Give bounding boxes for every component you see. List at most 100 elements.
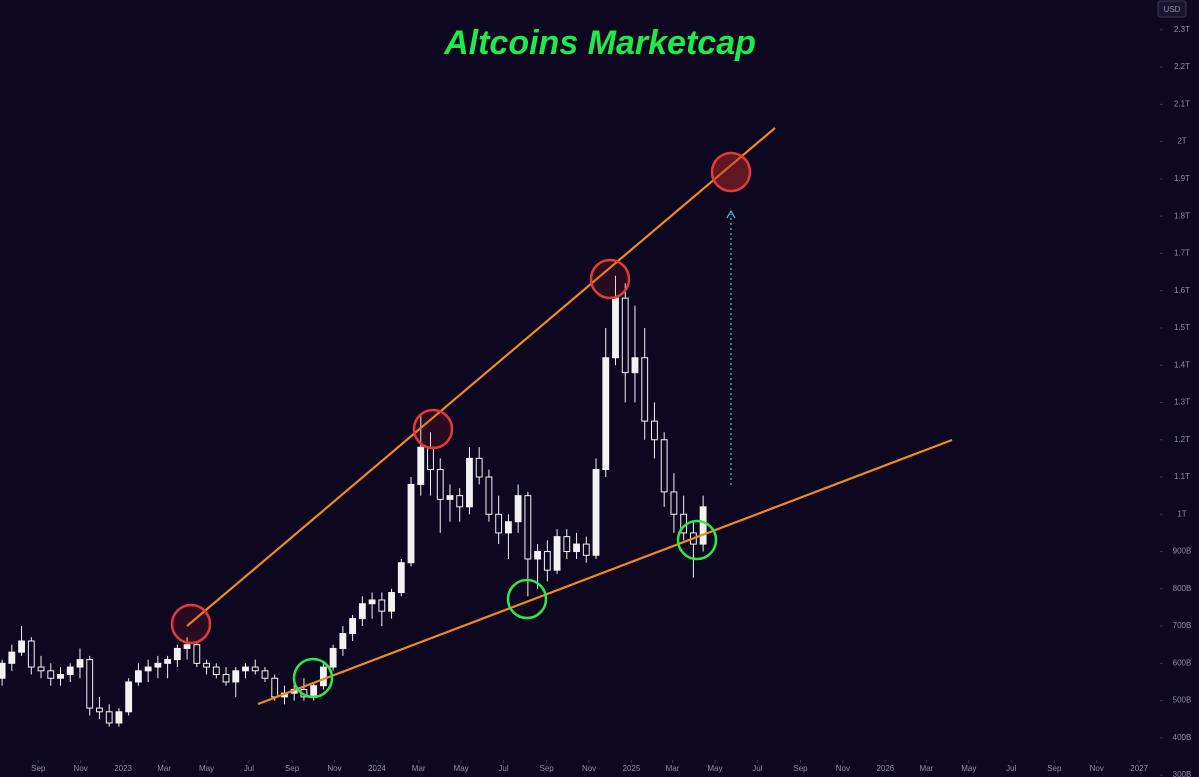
x-tick-label: May xyxy=(707,764,722,773)
candle-body xyxy=(47,670,55,679)
candle-body xyxy=(173,647,181,661)
y-tick-label: 2.3T xyxy=(1174,25,1190,34)
candle-body xyxy=(212,666,220,676)
x-tick-label: Jul xyxy=(1006,764,1016,773)
candle-body xyxy=(164,659,172,664)
x-tick-label: Jul xyxy=(498,764,508,773)
candle-body xyxy=(504,521,512,534)
candle-body xyxy=(57,674,64,679)
y-tick-label: 1.4T xyxy=(1174,360,1190,369)
support-touch xyxy=(292,657,334,699)
candle-body xyxy=(651,420,658,441)
candle-body xyxy=(436,469,444,500)
y-tick-label: 2.2T xyxy=(1174,62,1190,71)
candle-body xyxy=(612,297,619,359)
candle-body xyxy=(134,670,142,683)
x-tick-label: 2023 xyxy=(114,764,132,773)
candle-body xyxy=(193,644,201,664)
y-tick-label: 600B xyxy=(1173,658,1192,667)
x-tick-label: Sep xyxy=(285,764,300,773)
x-tick-label: Nov xyxy=(582,764,596,773)
candle-body xyxy=(271,677,279,698)
candle-body xyxy=(456,495,464,508)
candle-body xyxy=(183,644,191,649)
candle-body xyxy=(495,513,503,534)
resistance-touch xyxy=(412,408,454,450)
candle-body xyxy=(18,640,25,653)
x-tick-label: Mar xyxy=(919,764,933,773)
resistance-touch xyxy=(170,603,212,645)
candle-body xyxy=(592,469,600,556)
candle-body xyxy=(319,666,327,687)
candle-body xyxy=(105,711,113,724)
candle-body xyxy=(573,543,580,553)
candle-body xyxy=(86,659,94,709)
x-tick-label: Mar xyxy=(666,764,680,773)
candle-body xyxy=(96,707,103,713)
y-tick-label: 2.1T xyxy=(1174,99,1190,108)
x-tick-label: Jul xyxy=(244,764,254,773)
candle-body xyxy=(378,599,386,612)
y-tick-label: 700B xyxy=(1173,621,1192,630)
y-tick-label: 2T xyxy=(1177,137,1186,146)
candle-body xyxy=(310,685,318,698)
annotations xyxy=(170,127,953,706)
candle-body xyxy=(242,666,249,672)
candle-body xyxy=(485,476,493,515)
candle-body xyxy=(358,603,366,620)
y-tick-label: 1T xyxy=(1177,509,1186,518)
y-tick-label: 1.6T xyxy=(1174,286,1190,295)
candle-body xyxy=(407,483,415,564)
candle-body xyxy=(514,495,522,523)
x-tick-label: Sep xyxy=(1047,764,1062,773)
candle-body xyxy=(582,543,590,556)
candle-body xyxy=(553,536,561,571)
y-tick-label: 300B xyxy=(1173,770,1192,777)
candle-body xyxy=(115,711,123,724)
candle-body xyxy=(125,681,133,713)
support-touch xyxy=(506,578,548,620)
candle-body xyxy=(631,357,639,374)
x-tick-label: Mar xyxy=(412,764,426,773)
candle-body xyxy=(641,357,649,422)
x-tick-label: 2024 xyxy=(368,764,386,773)
candle-body xyxy=(660,439,668,493)
y-tick-label: 400B xyxy=(1173,733,1192,742)
x-tick-label: Sep xyxy=(31,764,46,773)
candle-body xyxy=(670,491,678,515)
candle-body xyxy=(203,662,210,668)
candle-body xyxy=(543,551,551,571)
x-tick-label: May xyxy=(199,764,214,773)
y-tick-label: 900B xyxy=(1173,547,1192,556)
candle-body xyxy=(397,562,405,594)
upper-trendline xyxy=(186,127,776,627)
x-tick-label: Nov xyxy=(327,764,341,773)
y-tick-label: 1.2T xyxy=(1174,435,1190,444)
support-touch xyxy=(676,519,718,561)
candle-body xyxy=(602,357,610,471)
candle-body xyxy=(222,674,230,683)
y-tick-label: 1.9T xyxy=(1174,174,1190,183)
candle-body xyxy=(466,457,473,508)
candle-body xyxy=(388,592,395,612)
candle-body xyxy=(154,662,162,668)
x-tick-label: Sep xyxy=(793,764,808,773)
candle-body xyxy=(251,666,259,672)
y-tick-label: 1.5T xyxy=(1174,323,1190,332)
x-tick-label: Nov xyxy=(1090,764,1104,773)
candle-body xyxy=(349,618,357,635)
x-tick-label: Nov xyxy=(74,764,88,773)
candle-body xyxy=(8,651,16,664)
y-tick-label: 1.8T xyxy=(1174,211,1190,220)
y-tick-label: 800B xyxy=(1173,584,1192,593)
candle-body xyxy=(524,495,532,560)
currency-label: USD xyxy=(1164,5,1181,14)
arrow-head xyxy=(726,209,736,219)
candle-body xyxy=(66,666,74,676)
currency-box xyxy=(1157,0,1187,18)
x-tick-label: 2027 xyxy=(1130,764,1148,773)
lower-trendline xyxy=(257,438,953,706)
candle-body xyxy=(27,640,35,668)
x-tick-label: Mar xyxy=(157,764,171,773)
